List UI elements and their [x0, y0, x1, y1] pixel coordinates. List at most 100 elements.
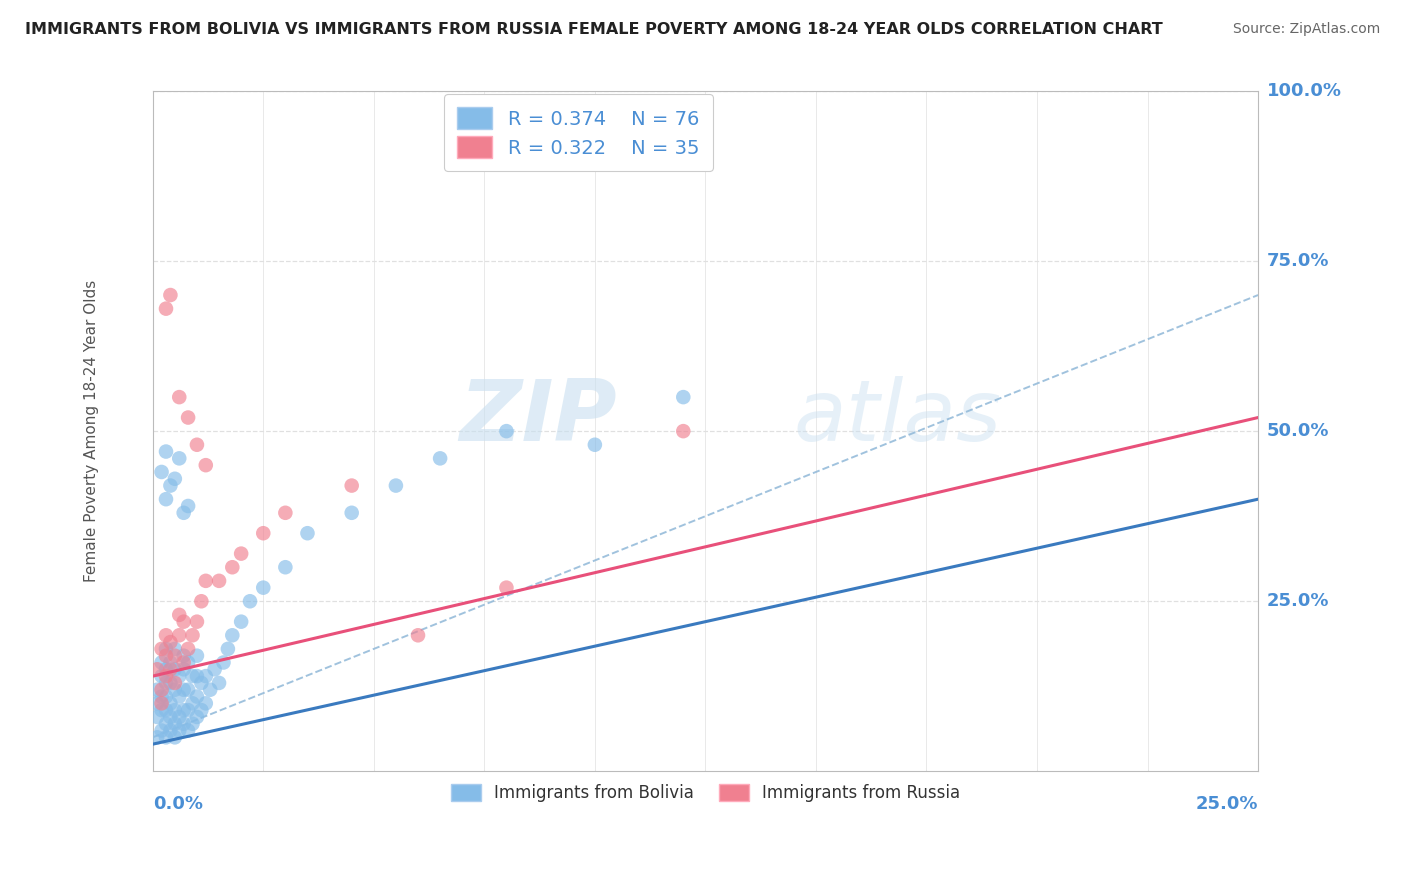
- Point: [167, 390, 190, 404]
- Point: [297, 526, 319, 541]
- Text: 25.0%: 25.0%: [1195, 795, 1258, 814]
- Point: [159, 723, 181, 738]
- Point: [167, 710, 190, 724]
- Point: [159, 288, 181, 302]
- Text: 100.0%: 100.0%: [1267, 82, 1341, 100]
- Point: [212, 656, 235, 670]
- Point: [163, 676, 186, 690]
- Point: [181, 669, 204, 683]
- Point: [495, 424, 517, 438]
- Point: [194, 458, 217, 472]
- Point: [186, 669, 208, 683]
- Point: [159, 710, 181, 724]
- Point: [181, 716, 204, 731]
- Point: [181, 696, 204, 710]
- Point: [155, 662, 177, 676]
- Point: [274, 506, 297, 520]
- Point: [190, 703, 212, 717]
- Point: [173, 716, 195, 731]
- Point: [159, 635, 181, 649]
- Point: [163, 703, 186, 717]
- Point: [200, 682, 222, 697]
- Point: [177, 641, 200, 656]
- Point: [155, 669, 177, 683]
- Point: [186, 648, 208, 663]
- Point: [221, 628, 243, 642]
- Point: [163, 682, 186, 697]
- Point: [159, 662, 181, 676]
- Point: [186, 690, 208, 704]
- Text: 0.0%: 0.0%: [153, 795, 202, 814]
- Point: [672, 390, 695, 404]
- Point: [173, 506, 195, 520]
- Point: [274, 560, 297, 574]
- Point: [150, 656, 173, 670]
- Point: [190, 594, 212, 608]
- Point: [231, 615, 253, 629]
- Point: [150, 465, 173, 479]
- Point: [186, 438, 208, 452]
- Point: [155, 648, 177, 663]
- Text: 50.0%: 50.0%: [1267, 422, 1330, 440]
- Point: [186, 710, 208, 724]
- Point: [208, 574, 231, 588]
- Text: 25.0%: 25.0%: [1267, 592, 1330, 610]
- Point: [150, 641, 173, 656]
- Point: [155, 690, 177, 704]
- Point: [173, 662, 195, 676]
- Point: [186, 615, 208, 629]
- Point: [252, 526, 274, 541]
- Point: [190, 676, 212, 690]
- Point: [155, 492, 177, 507]
- Point: [181, 628, 204, 642]
- Point: [385, 478, 408, 492]
- Point: [167, 607, 190, 622]
- Point: [173, 656, 195, 670]
- Point: [150, 669, 173, 683]
- Point: [340, 506, 363, 520]
- Point: [150, 682, 173, 697]
- Point: [150, 723, 173, 738]
- Point: [167, 723, 190, 738]
- Point: [150, 690, 173, 704]
- Point: [406, 628, 429, 642]
- Point: [672, 424, 695, 438]
- Point: [146, 662, 169, 676]
- Point: [155, 703, 177, 717]
- Point: [163, 731, 186, 745]
- Legend: Immigrants from Bolivia, Immigrants from Russia: Immigrants from Bolivia, Immigrants from…: [439, 772, 972, 814]
- Point: [163, 641, 186, 656]
- Point: [177, 703, 200, 717]
- Point: [252, 581, 274, 595]
- Point: [155, 444, 177, 458]
- Point: [167, 690, 190, 704]
- Point: [155, 731, 177, 745]
- Text: ZIP: ZIP: [460, 376, 617, 459]
- Point: [146, 696, 169, 710]
- Point: [150, 703, 173, 717]
- Point: [194, 696, 217, 710]
- Point: [429, 451, 451, 466]
- Point: [173, 703, 195, 717]
- Text: atlas: atlas: [794, 376, 1002, 459]
- Point: [155, 676, 177, 690]
- Point: [163, 716, 186, 731]
- Point: [155, 628, 177, 642]
- Point: [155, 716, 177, 731]
- Point: [204, 662, 226, 676]
- Point: [177, 410, 200, 425]
- Point: [583, 438, 606, 452]
- Point: [194, 669, 217, 683]
- Point: [146, 731, 169, 745]
- Point: [159, 696, 181, 710]
- Point: [495, 581, 517, 595]
- Text: IMMIGRANTS FROM BOLIVIA VS IMMIGRANTS FROM RUSSIA FEMALE POVERTY AMONG 18-24 YEA: IMMIGRANTS FROM BOLIVIA VS IMMIGRANTS FR…: [25, 22, 1163, 37]
- Point: [217, 641, 239, 656]
- Text: 75.0%: 75.0%: [1267, 252, 1330, 270]
- Point: [155, 301, 177, 316]
- Point: [340, 478, 363, 492]
- Point: [150, 696, 173, 710]
- Point: [159, 656, 181, 670]
- Point: [231, 547, 253, 561]
- Point: [155, 641, 177, 656]
